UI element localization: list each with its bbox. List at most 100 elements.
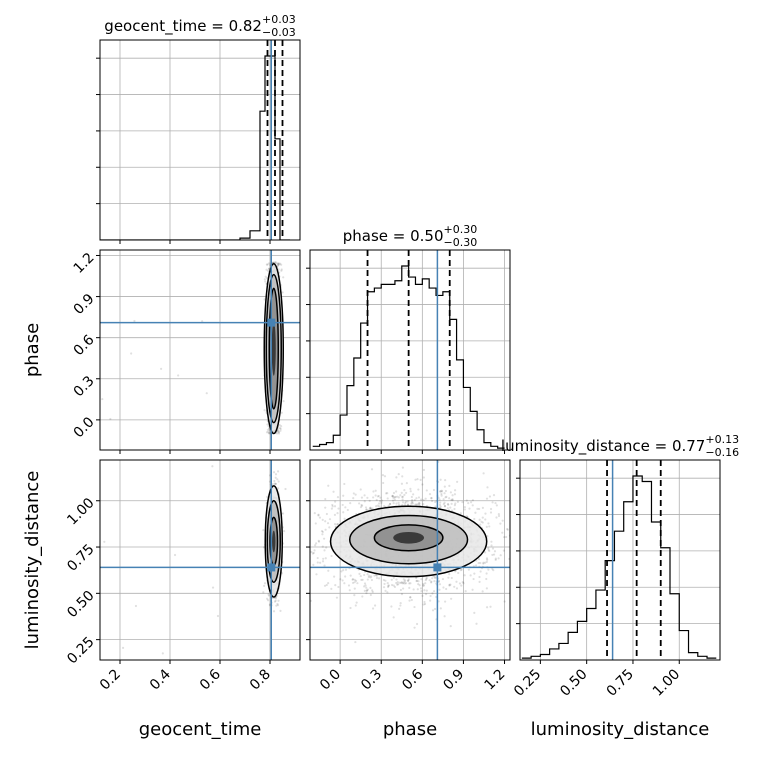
- scatter-point: [420, 589, 423, 593]
- scatter-point: [485, 587, 488, 590]
- scatter-point: [386, 585, 390, 589]
- scatter-point: [450, 597, 453, 600]
- scatter-point: [274, 473, 278, 476]
- scatter-point: [287, 532, 289, 534]
- scatter-point: [273, 600, 277, 603]
- scatter-point: [392, 584, 395, 587]
- scatter-point: [205, 392, 208, 395]
- scatter-point: [101, 397, 104, 401]
- scatter-point: [310, 550, 313, 554]
- scatter-point: [423, 602, 427, 606]
- scatter-point: [439, 478, 442, 481]
- scatter-point: [276, 604, 280, 607]
- scatter-point: [403, 582, 406, 585]
- scatter-point: [478, 575, 481, 579]
- scatter-point: [463, 574, 466, 577]
- scatter-point: [497, 514, 501, 518]
- scatter-point: [411, 502, 415, 505]
- scatter-point: [359, 506, 363, 509]
- scatter-point: [485, 560, 488, 563]
- scatter-point: [374, 489, 377, 492]
- scatter-point: [263, 582, 267, 585]
- scatter-point: [477, 558, 481, 561]
- scatter-point: [369, 586, 372, 589]
- scatter-point: [401, 582, 405, 585]
- scatter-point: [459, 512, 462, 515]
- scatter-point: [431, 592, 434, 595]
- scatter-point: [276, 478, 279, 481]
- scatter-point: [109, 417, 112, 421]
- scatter-point: [366, 588, 369, 591]
- scatter-point: [478, 518, 481, 521]
- scatter-point: [461, 581, 464, 584]
- scatter-point: [277, 429, 280, 432]
- scatter-point: [307, 535, 309, 537]
- scatter-point: [444, 600, 447, 603]
- scatter-point: [304, 532, 306, 534]
- histogram-luminosity_distance: luminosity_distance = 0.77+0.13−0.16: [501, 433, 739, 664]
- scatter-point: [354, 579, 358, 582]
- scatter-point: [266, 263, 269, 266]
- scatter-point: [359, 488, 362, 491]
- scatter-point: [453, 504, 456, 507]
- scatter-point: [443, 615, 446, 618]
- scatter-point: [336, 523, 339, 526]
- scatter-point: [263, 278, 266, 281]
- scatter-point: [502, 549, 506, 552]
- scatter-point: [485, 497, 489, 500]
- scatter-point: [397, 501, 400, 504]
- scatter-point: [392, 496, 395, 499]
- scatter-point: [391, 495, 394, 498]
- scatter-point: [440, 489, 443, 492]
- scatter-point: [275, 432, 279, 435]
- scatter-point: [383, 504, 386, 508]
- density-core: [271, 321, 276, 376]
- scatter-point: [449, 491, 452, 494]
- scatter-point: [451, 494, 454, 497]
- scatter-point: [365, 591, 368, 595]
- scatter-point: [375, 576, 379, 580]
- scatter-point: [361, 578, 364, 581]
- scatter-point: [371, 507, 374, 510]
- scatter-point: [438, 583, 442, 586]
- scatter-point: [263, 298, 266, 301]
- scatter-point: [382, 481, 385, 485]
- scatter-point: [407, 578, 410, 581]
- panel-body: [100, 250, 300, 450]
- scatter-point: [367, 575, 370, 579]
- scatter-point: [283, 582, 285, 584]
- scatter-point: [333, 575, 336, 578]
- scatter-point: [354, 604, 357, 607]
- scatter-point: [160, 367, 163, 370]
- panel-body: [100, 460, 300, 660]
- scatter-point: [384, 589, 387, 592]
- panel-phase-vs-luminosity_distance: [283, 459, 514, 664]
- scatter-point: [410, 502, 413, 505]
- scatter-point: [459, 569, 462, 572]
- scatter-point: [487, 547, 490, 550]
- scatter-point: [161, 652, 164, 655]
- scatter-point: [467, 568, 470, 571]
- scatter-point: [380, 499, 384, 502]
- scatter-point: [267, 262, 271, 265]
- scatter-point: [512, 568, 514, 570]
- scatter-point: [369, 506, 372, 510]
- scatter-point: [417, 580, 420, 583]
- scatter-point: [415, 579, 418, 583]
- histogram-body: [521, 460, 717, 660]
- scatter-point: [491, 553, 494, 557]
- scatter-point: [317, 513, 320, 516]
- scatter-point: [267, 430, 270, 433]
- scatter-point: [482, 561, 485, 564]
- scatter-point: [305, 537, 307, 539]
- scatter-point: [396, 583, 399, 586]
- scatter-point: [360, 503, 363, 507]
- scatter-point: [313, 512, 316, 515]
- scatter-point: [266, 599, 270, 602]
- scatter-point: [384, 579, 387, 582]
- scatter-point: [177, 374, 180, 377]
- histogram-frame: [99, 39, 301, 241]
- scatter-point: [399, 588, 402, 592]
- scatter-point: [277, 262, 281, 265]
- histogram-body: [100, 40, 290, 240]
